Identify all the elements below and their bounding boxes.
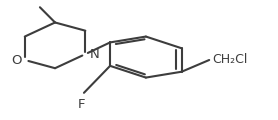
Text: CH₂Cl: CH₂Cl [212,53,247,66]
Text: O: O [11,54,21,66]
Text: F: F [78,98,85,111]
Text: N: N [90,48,99,61]
